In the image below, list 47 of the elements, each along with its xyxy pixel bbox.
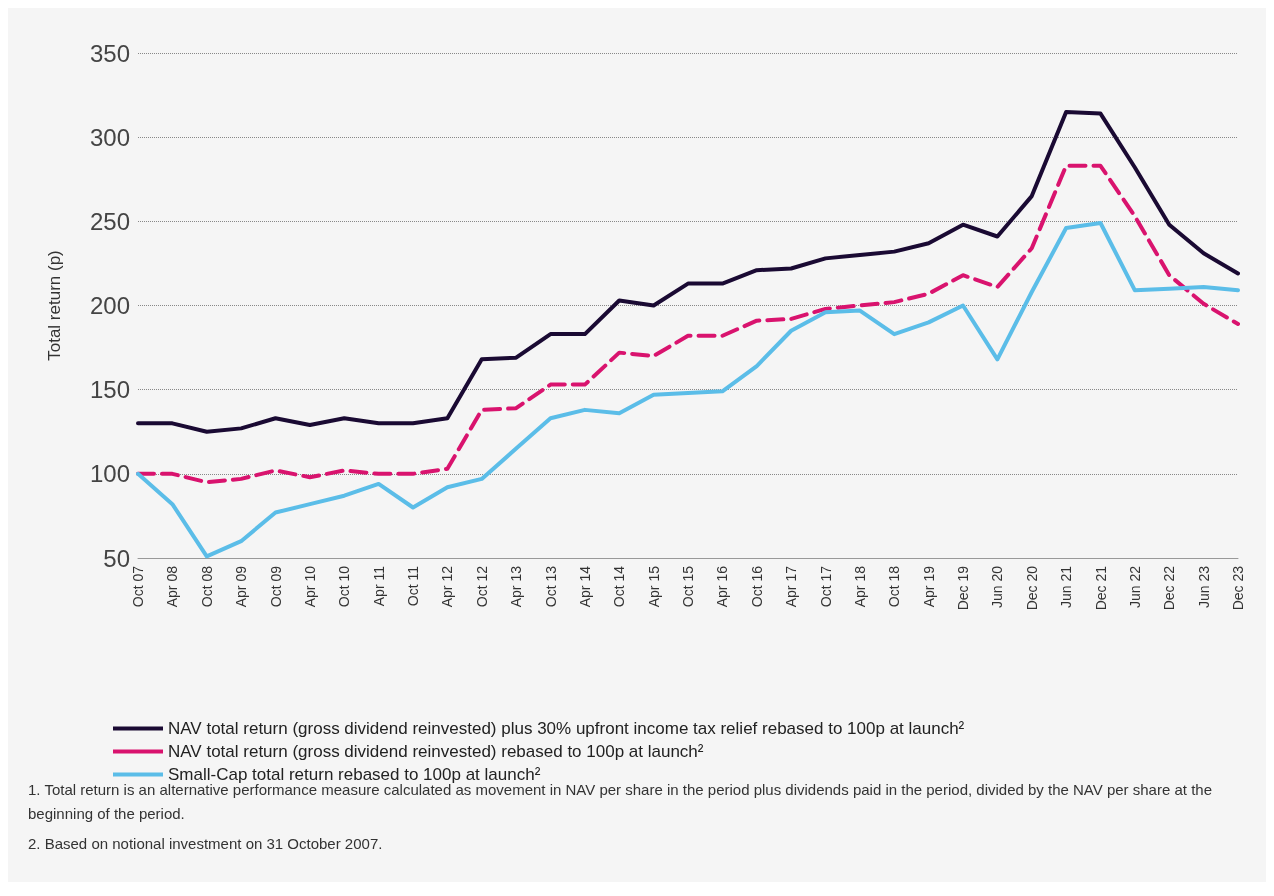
x-tick-label: Oct 09: [267, 565, 284, 608]
x-tick-label: Oct 14: [611, 565, 628, 608]
line-series: [136, 109, 1240, 434]
y-tick-label: 350: [89, 39, 130, 67]
y-tick-label: 300: [89, 123, 130, 151]
x-tick-label: Apr 14: [576, 565, 593, 608]
x-tick-label: Dec 20: [1023, 565, 1040, 611]
x-tick-label: Jun 21: [1058, 565, 1075, 609]
x-tick-label: Apr 09: [233, 565, 250, 608]
y-tick-label: 250: [89, 207, 130, 235]
y-tick-label: 200: [89, 292, 130, 319]
x-tick-label: Oct 17: [817, 565, 834, 608]
x-tick-label: Apr 19: [920, 565, 937, 608]
x-tick-label: Apr 18: [851, 565, 868, 608]
text: 2. Based on notional investment on 31 October 2007.: [28, 834, 384, 854]
legend-label: Small-Cap total return rebased to 100p at launch²: [168, 765, 541, 784]
x-tick-label: Apr 11: [370, 565, 387, 607]
x-tick-label: Apr 08: [164, 565, 181, 608]
legend-label: NAV total return (gross dividend reinvested) rebased to 100p at launch²: [168, 742, 704, 761]
x-tick-label: Oct 11: [405, 565, 421, 607]
x-tick-label: Apr 12: [439, 565, 456, 608]
x-tick-label: Oct 12: [473, 565, 490, 608]
x-tick-label: Oct 07: [130, 565, 146, 608]
y-tick-label: 50: [103, 544, 130, 572]
legend-label: NAV total return (gross dividend reinvested) plus 30% upfront income tax relief rebased to 100p at launch²: [168, 719, 965, 738]
x-tick-label: Dec 23: [1230, 565, 1246, 611]
line-series: [136, 221, 1240, 559]
x-tick-label: Dec 22: [1161, 565, 1178, 611]
y-tick-label: 150: [89, 376, 130, 404]
y-axis-title: Total return (p): [45, 250, 64, 361]
x-tick-label: Jun 23: [1195, 565, 1212, 609]
x-tick-label: Jun 22: [1126, 565, 1143, 609]
x-tick-label: Apr 10: [301, 565, 318, 608]
x-tick-label: Dec 21: [1092, 565, 1109, 611]
x-tick-label: Oct 10: [336, 565, 353, 608]
x-tick-label: Apr 15: [645, 565, 662, 608]
x-tick-label: Oct 16: [748, 565, 765, 608]
x-tick-label: Oct 08: [198, 565, 215, 608]
x-tick-label: Oct 13: [542, 565, 559, 608]
x-tick-label: Dec 19: [955, 565, 971, 611]
x-tick-label: Apr 16: [714, 565, 731, 608]
y-tick-label: 100: [89, 460, 130, 488]
x-tick-label: Apr 17: [783, 565, 800, 608]
x-tick-label: Apr 13: [508, 565, 525, 608]
x-tick-label: Jun 20: [989, 565, 1006, 609]
x-tick-label: Oct 18: [886, 565, 903, 608]
x-tick-label: Oct 15: [680, 565, 696, 608]
